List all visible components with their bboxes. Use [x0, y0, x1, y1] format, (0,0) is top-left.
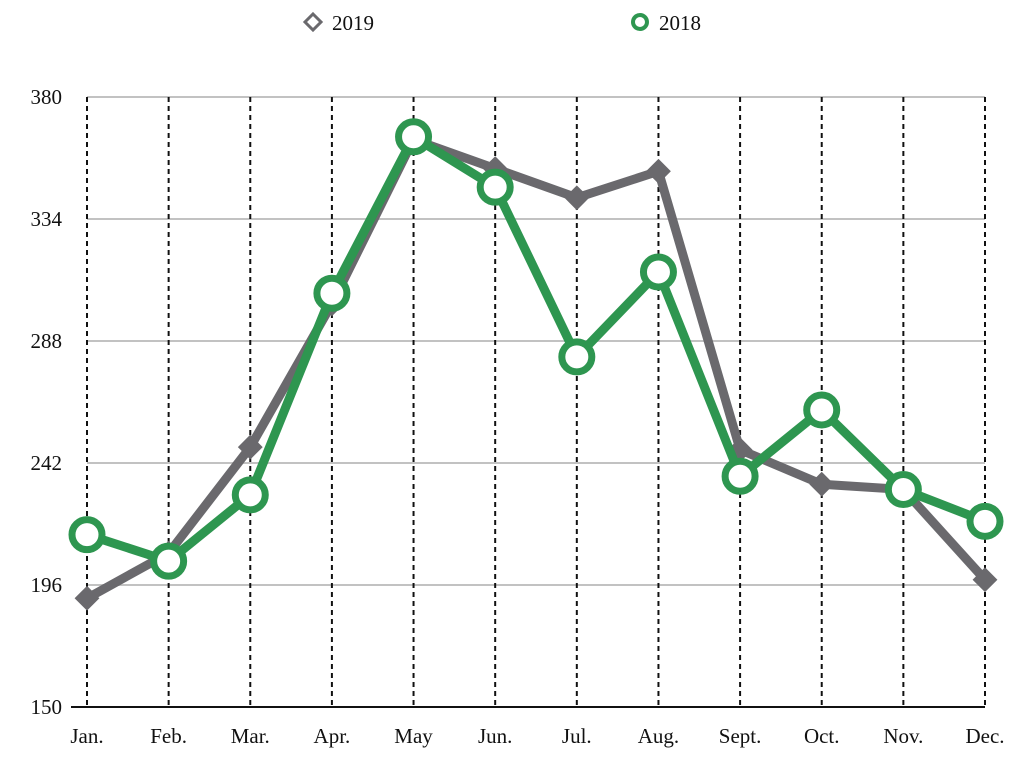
- data-point-diamond: [972, 567, 998, 593]
- legend-item-2019: 2019: [302, 11, 374, 35]
- series-2018: [68, 118, 1004, 580]
- series-2019: [74, 127, 998, 611]
- grid-layer: [86, 96, 986, 707]
- data-point-circle: [231, 476, 269, 514]
- x-tick-label: Aug.: [638, 724, 679, 748]
- data-point-circle: [68, 516, 106, 554]
- legend-diamond-icon: [302, 11, 324, 33]
- x-tick-label: Apr.: [314, 724, 351, 748]
- data-point-circle: [884, 471, 922, 509]
- series-layer: [68, 118, 1004, 611]
- series-line: [82, 132, 990, 566]
- x-tick-label: Nov.: [883, 724, 923, 748]
- y-tick-label: 334: [31, 207, 63, 231]
- axis-layer: 150 196 242 288 334 380 Jan. Feb. Mar. Apr. May Jun…: [31, 85, 1005, 748]
- data-point-circle: [395, 118, 433, 156]
- x-tick-label: May: [394, 724, 433, 748]
- legend-label: 2019: [332, 11, 374, 35]
- data-point-circle: [639, 253, 677, 291]
- data-point-diamond: [237, 434, 263, 460]
- x-tick-label: Mar.: [231, 724, 270, 748]
- y-tick-label: 380: [31, 85, 63, 109]
- x-tick-label: Sept.: [719, 724, 762, 748]
- legend-circle-icon: [631, 13, 649, 31]
- data-point-circle: [966, 502, 1004, 540]
- legend-item-2018: 2018: [631, 11, 701, 35]
- data-point-circle: [721, 457, 759, 495]
- data-point-circle: [313, 274, 351, 312]
- data-point-circle: [803, 391, 841, 429]
- data-point-diamond: [809, 471, 835, 497]
- x-tick-label: Jun.: [478, 724, 512, 748]
- x-tick-label: Feb.: [150, 724, 187, 748]
- data-point-circle: [150, 542, 188, 580]
- x-tick-label: Dec.: [965, 724, 1004, 748]
- x-tick-label: Jul.: [562, 724, 592, 748]
- y-tick-label: 150: [31, 695, 63, 719]
- data-point-diamond: [74, 585, 100, 611]
- data-point-diamond: [564, 185, 590, 211]
- data-point-circle: [558, 338, 596, 376]
- legend: 2019 2018: [302, 11, 701, 35]
- legend-label: 2018: [659, 11, 701, 35]
- y-tick-label: 196: [31, 573, 63, 597]
- data-point-diamond: [646, 158, 671, 184]
- y-tick-label: 288: [31, 329, 63, 353]
- data-point-circle: [476, 168, 514, 206]
- x-tick-label: Jan.: [70, 724, 103, 748]
- x-tick-label: Oct.: [804, 724, 840, 748]
- y-tick-label: 242: [31, 451, 63, 475]
- series-line: [82, 134, 990, 603]
